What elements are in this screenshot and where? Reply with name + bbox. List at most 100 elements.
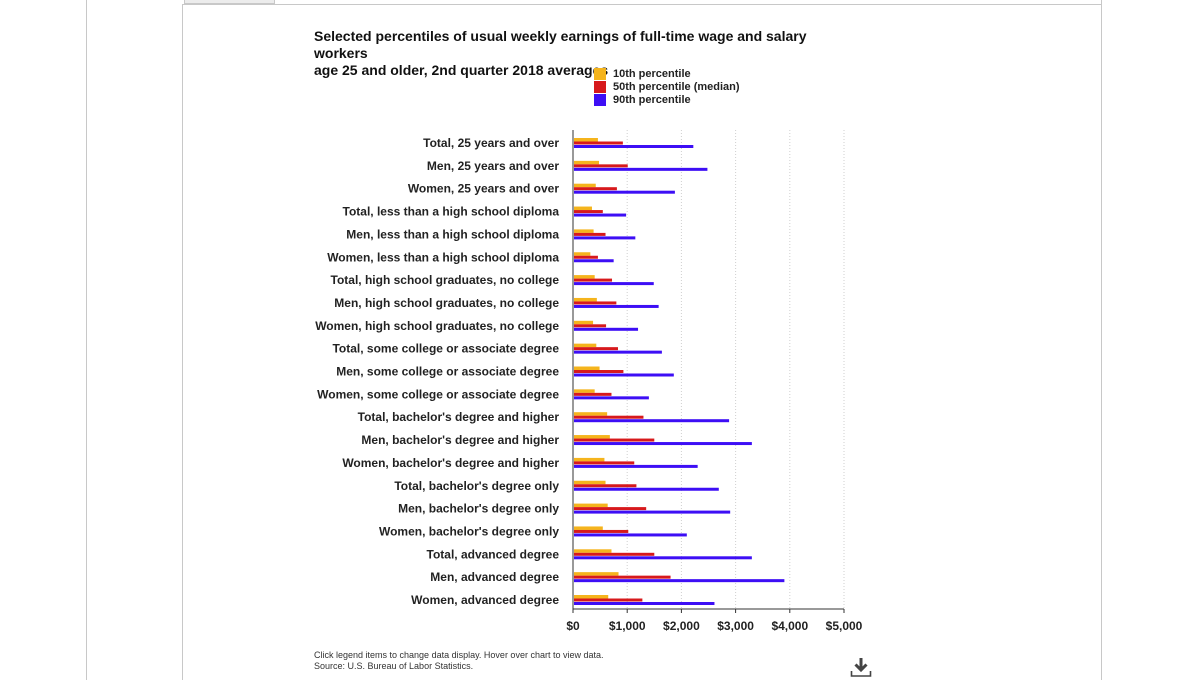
bar[interactable] bbox=[574, 164, 628, 168]
category-label: Women, advanced degree bbox=[411, 593, 559, 607]
bar[interactable] bbox=[574, 579, 785, 583]
legend-label-50th: 50th percentile (median) bbox=[613, 80, 740, 93]
bar[interactable] bbox=[574, 392, 612, 396]
category-label: Total, less than a high school diploma bbox=[343, 205, 560, 219]
chart-title-line-2: age 25 and older, 2nd quarter 2018 avera… bbox=[314, 62, 609, 78]
bar[interactable] bbox=[574, 396, 649, 400]
chart-title-line-1: Selected percentiles of usual weekly ear… bbox=[314, 28, 807, 61]
bar[interactable] bbox=[574, 526, 603, 530]
legend-swatch-10th bbox=[594, 67, 606, 80]
bar[interactable] bbox=[574, 461, 635, 465]
bar[interactable] bbox=[574, 210, 603, 214]
bar[interactable] bbox=[574, 278, 613, 282]
bar[interactable] bbox=[574, 350, 662, 354]
frame-left-border bbox=[86, 0, 87, 680]
legend-item-90th-percentile[interactable]: 90th percentile bbox=[594, 93, 740, 106]
category-label: Men, less than a high school diploma bbox=[346, 227, 559, 241]
category-label: Men, advanced degree bbox=[430, 570, 559, 584]
bar[interactable] bbox=[574, 484, 637, 488]
bar[interactable] bbox=[574, 510, 731, 514]
bar[interactable] bbox=[574, 259, 614, 263]
bar[interactable] bbox=[574, 301, 617, 305]
category-label: Women, bachelor's degree and higher bbox=[342, 456, 559, 470]
bar[interactable] bbox=[574, 556, 752, 560]
bar[interactable] bbox=[574, 160, 600, 165]
bar[interactable] bbox=[574, 236, 636, 240]
bar[interactable] bbox=[574, 487, 719, 491]
bar[interactable] bbox=[574, 167, 708, 171]
category-label: Men, bachelor's degree and higher bbox=[361, 433, 559, 447]
bar[interactable] bbox=[574, 347, 618, 351]
bar[interactable] bbox=[574, 206, 592, 211]
bar[interactable] bbox=[574, 602, 715, 605]
bar[interactable] bbox=[574, 366, 600, 371]
bar[interactable] bbox=[574, 598, 643, 602]
bar[interactable] bbox=[574, 438, 655, 442]
bar[interactable] bbox=[574, 419, 730, 423]
bar[interactable] bbox=[574, 412, 608, 416]
panel-tab[interactable] bbox=[184, 0, 275, 4]
chart-footnote: Click legend items to change data displa… bbox=[314, 650, 603, 672]
download-icon bbox=[850, 658, 872, 677]
bar[interactable] bbox=[574, 320, 594, 325]
bar[interactable] bbox=[574, 183, 596, 188]
category-label: Men, some college or associate degree bbox=[336, 365, 559, 379]
bar[interactable] bbox=[574, 252, 591, 256]
bar[interactable] bbox=[574, 297, 597, 302]
bar[interactable] bbox=[574, 464, 698, 468]
x-tick-label: $5,000 bbox=[826, 619, 863, 633]
bar[interactable] bbox=[574, 480, 606, 485]
bar[interactable] bbox=[574, 282, 654, 286]
bar[interactable] bbox=[574, 457, 605, 462]
x-tick-label: $0 bbox=[566, 619, 580, 633]
footnote-source: Source: U.S. Bureau of Labor Statistics. bbox=[314, 661, 474, 671]
bar[interactable] bbox=[574, 275, 595, 279]
bar[interactable] bbox=[574, 373, 674, 377]
category-label: Women, some college or associate degree bbox=[317, 387, 559, 401]
bar[interactable] bbox=[574, 529, 629, 533]
category-label: Women, high school graduates, no college bbox=[315, 319, 559, 333]
chart-panel bbox=[182, 4, 1101, 680]
bar[interactable] bbox=[574, 572, 619, 576]
bar[interactable] bbox=[574, 141, 623, 145]
category-label: Total, bachelor's degree only bbox=[394, 479, 559, 493]
category-label: Total, some college or associate degree bbox=[332, 342, 559, 356]
category-label: Total, bachelor's degree and higher bbox=[358, 410, 560, 424]
bar[interactable] bbox=[574, 187, 617, 191]
bar[interactable] bbox=[574, 507, 647, 511]
bar[interactable] bbox=[574, 343, 597, 348]
bar[interactable] bbox=[574, 435, 610, 439]
bar[interactable] bbox=[574, 229, 594, 233]
bar[interactable] bbox=[574, 442, 752, 446]
bar[interactable] bbox=[574, 552, 655, 556]
download-button[interactable] bbox=[850, 656, 872, 678]
legend-item-50th-percentile[interactable]: 50th percentile (median) bbox=[594, 80, 740, 93]
bar[interactable] bbox=[574, 190, 675, 194]
bar[interactable] bbox=[574, 389, 595, 393]
category-label: Women, less than a high school diploma bbox=[327, 250, 559, 264]
bar[interactable] bbox=[574, 370, 624, 373]
bar[interactable] bbox=[574, 415, 644, 419]
category-label: Total, 25 years and over bbox=[423, 136, 559, 150]
bar[interactable] bbox=[574, 575, 671, 579]
legend-label-90th: 90th percentile bbox=[613, 93, 691, 106]
chart-title: Selected percentiles of usual weekly ear… bbox=[314, 28, 854, 79]
bar[interactable] bbox=[574, 255, 598, 259]
bar[interactable] bbox=[574, 533, 687, 537]
bar[interactable] bbox=[574, 138, 598, 142]
legend-item-10th-percentile[interactable]: 10th percentile bbox=[594, 67, 740, 80]
bar[interactable] bbox=[574, 145, 694, 148]
category-label: Men, 25 years and over bbox=[427, 159, 559, 173]
bar[interactable] bbox=[574, 503, 608, 508]
bar[interactable] bbox=[574, 595, 609, 599]
category-label: Women, 25 years and over bbox=[408, 182, 560, 196]
bar[interactable] bbox=[574, 232, 606, 236]
bar[interactable] bbox=[574, 213, 627, 217]
legend-swatch-50th bbox=[594, 80, 606, 93]
bar[interactable] bbox=[574, 304, 659, 308]
category-label: Total, high school graduates, no college bbox=[331, 273, 560, 287]
bar[interactable] bbox=[574, 549, 612, 553]
bar[interactable] bbox=[574, 327, 639, 331]
bar[interactable] bbox=[574, 324, 607, 328]
